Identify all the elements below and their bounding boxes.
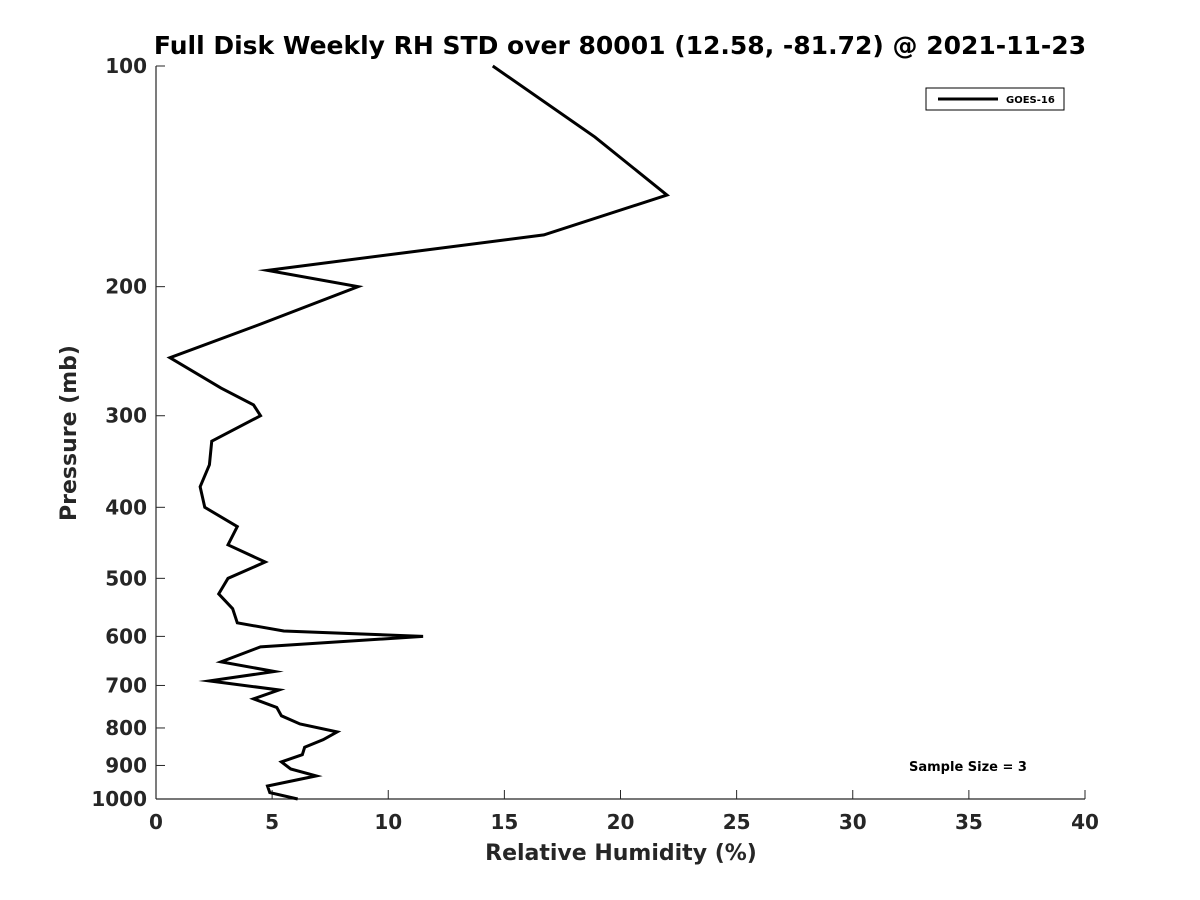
x-tick-label: 35	[955, 810, 983, 834]
y-tick-label: 700	[105, 673, 147, 697]
chart-title: Full Disk Weekly RH STD over 80001 (12.5…	[154, 31, 1086, 60]
y-tick-label: 100	[105, 54, 147, 78]
y-tick-label: 500	[105, 566, 147, 590]
x-tick-label: 40	[1071, 810, 1099, 834]
sample-size-annotation: Sample Size = 3	[909, 760, 1027, 775]
series-layer	[166, 64, 671, 801]
x-tick-label: 30	[839, 810, 867, 834]
y-tick-label: 1000	[91, 787, 147, 811]
legend: GOES-16	[925, 87, 1065, 111]
y-tick-label: 200	[105, 275, 147, 299]
y-axis-label: Pressure (mb)	[57, 345, 82, 521]
x-tick-label: 15	[490, 810, 518, 834]
legend-label-goes-16: GOES-16	[1006, 95, 1055, 106]
y-tick-label: 400	[105, 495, 147, 519]
y-tick-label: 300	[105, 404, 147, 428]
y-tick-label: 900	[105, 753, 147, 777]
y-tick-label: 800	[105, 716, 147, 740]
series-line-goes-16	[166, 64, 671, 801]
x-tick-label: 0	[149, 810, 163, 834]
x-tick-label: 25	[723, 810, 751, 834]
x-tick-label: 10	[374, 810, 402, 834]
x-tick-label: 20	[607, 810, 635, 834]
plot-axes: 0 5 10 15 20 25 30 35 40 100 200 300 400 500 600 700 800…	[91, 54, 1099, 834]
x-tick-label: 5	[265, 810, 279, 834]
y-tick-label: 600	[105, 624, 147, 648]
x-axis-label: Relative Humidity (%)	[485, 841, 757, 866]
